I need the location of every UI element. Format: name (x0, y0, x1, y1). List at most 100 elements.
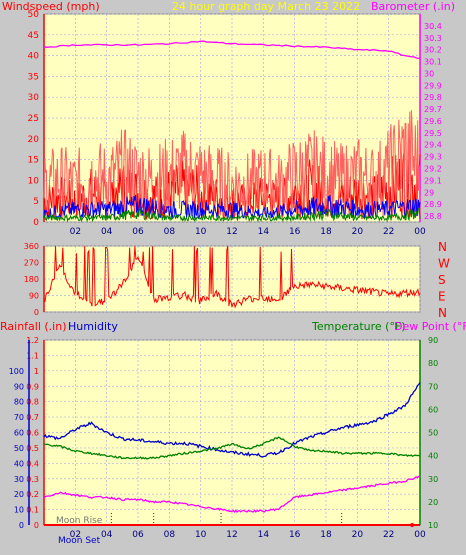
temp-x-tick: 02 (70, 530, 81, 540)
temp-series (43, 382, 421, 527)
windspeed-tick: 40 (28, 52, 40, 62)
humidity-tick: 90 (14, 382, 24, 391)
wind-x-tick: 10 (195, 227, 207, 237)
humidity-tick: 60 (14, 429, 24, 438)
humidity-tick: 0 (19, 521, 24, 530)
direction-tick: 90 (29, 292, 39, 301)
series-humidity (43, 382, 421, 458)
windspeed-tick: 5 (33, 197, 39, 207)
temperature-tick: 30 (428, 475, 438, 484)
wind-x-tick: 08 (164, 227, 176, 237)
moon-rise-label: Moon Rise (56, 516, 103, 526)
temp-x-tick: 00 (414, 530, 426, 540)
direction-tick: 270 (24, 259, 39, 268)
barometer-tick: 29.7 (424, 105, 442, 114)
compass-label: E (438, 290, 446, 304)
series-wind-gust (43, 110, 421, 218)
windspeed-tick: 15 (28, 156, 39, 166)
humidity-tick: 80 (14, 398, 24, 407)
rain-tick: 0.7 (26, 413, 39, 422)
barometer-tick: 29.5 (424, 129, 442, 138)
humidity-tick: 30 (14, 475, 24, 484)
temp-axes: 00.10.20.30.40.50.60.70.80.911.11.201020… (9, 336, 438, 540)
windspeed-tick: 20 (28, 135, 40, 145)
temp-x-tick: 04 (101, 530, 113, 540)
barometer-tick: 30.4 (424, 22, 442, 31)
wind-x-tick: 04 (101, 227, 113, 237)
compass-label: N (438, 240, 447, 254)
rain-tick: 0 (34, 521, 39, 530)
dewpoint-axis-label: Dew Point (°F) (394, 320, 466, 333)
compass-label: S (438, 273, 446, 287)
windspeed-axis-label: Windspeed (mph) (2, 0, 100, 13)
wind-x-tick: 02 (70, 227, 81, 237)
humidity-tick: 70 (14, 413, 24, 422)
windspeed-tick: 25 (28, 114, 39, 124)
rain-tick: 1.2 (26, 336, 39, 345)
barometer-tick: 29.4 (424, 141, 442, 150)
humidity-tick: 100 (9, 367, 24, 376)
barometer-tick: 30 (424, 69, 434, 78)
rain-tick: 0.5 (26, 444, 39, 453)
series-wind-average (43, 194, 421, 220)
wind-x-tick: 00 (414, 227, 426, 237)
direction-tick: 0 (34, 308, 39, 317)
windspeed-tick: 50 (28, 10, 40, 20)
temperature-tick: 40 (428, 452, 438, 461)
moon-set-label: Moon Set (58, 536, 101, 546)
temperature-tick: 80 (428, 359, 438, 368)
wind-baro-series (43, 40, 421, 223)
wind-x-tick: 12 (226, 227, 237, 237)
rain-tick: 0.2 (26, 490, 39, 499)
temp-x-tick: 22 (383, 530, 394, 540)
windspeed-tick: 30 (28, 93, 40, 103)
barometer-tick: 29.9 (424, 81, 442, 90)
rain-tick: 0.6 (26, 429, 39, 438)
barometer-tick: 28.8 (424, 212, 442, 221)
windspeed-tick: 0 (33, 218, 39, 228)
barometer-tick: 29.2 (424, 165, 442, 174)
temp-x-tick: 10 (195, 530, 207, 540)
barometer-tick: 29.6 (424, 117, 442, 126)
rain-tick: 1 (34, 367, 39, 376)
temperature-tick: 20 (428, 498, 438, 507)
humidity-tick: 20 (14, 490, 24, 499)
compass-label: W (438, 257, 450, 271)
barometer-axis-label: Barometer (.in) (371, 0, 455, 13)
temperature-axis-label: Temperature (°F) (311, 320, 406, 333)
barometer-tick: 30.3 (424, 34, 442, 43)
barometer-tick: 29.1 (424, 176, 442, 185)
barometer-tick: 29.3 (424, 153, 442, 162)
barometer-tick: 29 (424, 188, 434, 197)
temperature-tick: 50 (428, 429, 438, 438)
barometer-tick: 30.2 (424, 46, 442, 55)
barometer-tick: 30.1 (424, 58, 442, 67)
temperature-tick: 70 (428, 382, 438, 391)
temp-x-tick: 06 (132, 530, 144, 540)
rain-point (410, 523, 415, 527)
humidity-tick: 10 (14, 506, 24, 515)
compass-label: N (438, 306, 447, 320)
direction-tick: 180 (24, 275, 39, 284)
rain-tick: 0.4 (26, 459, 39, 468)
temp-x-tick: 20 (352, 530, 364, 540)
humidity-axis-label: Humidity (68, 320, 118, 333)
direction-tick: 360 (24, 242, 39, 251)
rain-tick: 1.1 (26, 351, 39, 360)
humidity-tick: 40 (14, 459, 24, 468)
rain-tick: 0.8 (26, 398, 39, 407)
series-temperature-f- (43, 436, 421, 460)
barometer-tick: 28.9 (424, 200, 442, 209)
humidity-tick: 50 (14, 444, 24, 453)
temp-x-tick: 14 (258, 530, 270, 540)
wind-x-tick: 20 (352, 227, 364, 237)
wind-x-tick: 16 (289, 227, 301, 237)
series-wind-direction (43, 245, 421, 309)
chart-title: 24 hour graph day March 23 2022 (172, 0, 360, 13)
temperature-tick: 60 (428, 405, 438, 414)
wind-x-tick: 14 (258, 227, 270, 237)
series-dew-point-f- (43, 475, 421, 514)
rain-tick: 0.1 (26, 506, 39, 515)
